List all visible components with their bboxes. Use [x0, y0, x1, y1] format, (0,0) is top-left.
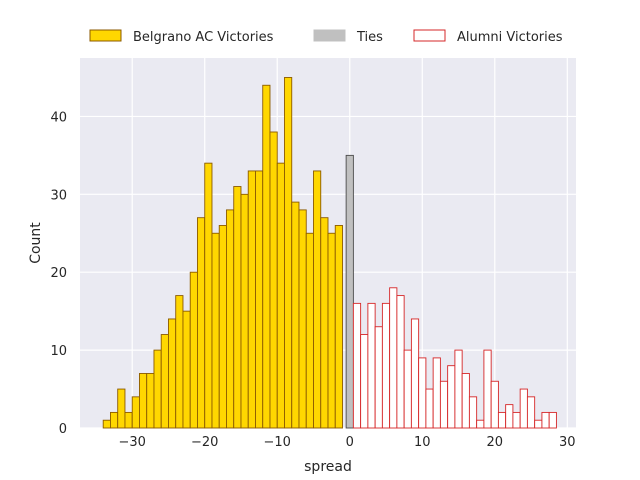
histogram-bar-series-0 — [160, 334, 169, 429]
histogram-bar-series-0 — [262, 84, 271, 429]
y-tick-label: 20 — [50, 266, 67, 281]
histogram-bar-series-2 — [439, 380, 449, 429]
histogram-bar-series-0 — [146, 373, 155, 429]
histogram-bar-series-0 — [182, 310, 191, 429]
histogram-bar-series-0 — [117, 388, 126, 429]
histogram-bar-series-0 — [124, 411, 133, 429]
legend-swatch — [413, 29, 446, 42]
histogram-bar-series-2 — [519, 388, 528, 429]
histogram-bar-series-0 — [131, 396, 140, 429]
histogram-bar-series-0 — [233, 186, 242, 429]
y-tick-label: 0 — [59, 422, 67, 437]
histogram-bar-series-2 — [461, 373, 470, 429]
legend-label: Belgrano AC Victories — [133, 30, 274, 45]
histogram-bar-series-0 — [110, 411, 119, 429]
histogram-bar-series-2 — [483, 349, 492, 429]
histogram-bar-series-0 — [334, 225, 343, 429]
histogram-bar-series-2 — [403, 349, 412, 429]
x-tick-labels: −30 −20 −10 0 10 20 30 — [118, 435, 575, 450]
y-tick-labels: 0 10 20 30 40 — [50, 110, 67, 437]
histogram-bar-series-0 — [313, 170, 322, 429]
histogram-bar-series-2 — [534, 419, 543, 429]
histogram-bar-series-0 — [284, 77, 293, 429]
legend-swatch — [89, 29, 122, 42]
histogram-bar-series-2 — [425, 388, 434, 429]
histogram-bar-series-2 — [352, 302, 362, 429]
histogram-bar-series-0 — [298, 209, 307, 429]
histogram-bar-series-0 — [327, 232, 336, 429]
histogram-bar-series-0 — [305, 232, 314, 429]
histogram-bar-series-2 — [497, 411, 507, 429]
histogram-bar-series-2 — [526, 396, 536, 429]
histogram-bar-series-2 — [418, 357, 427, 429]
legend-label: Ties — [356, 30, 383, 45]
x-tick-label: 10 — [414, 435, 431, 450]
x-axis-label: spread — [304, 459, 352, 475]
histogram-bar-series-0 — [153, 349, 162, 429]
y-tick-label: 40 — [50, 110, 67, 125]
x-tick-label: −20 — [191, 435, 218, 450]
histogram-bar-series-2 — [468, 396, 478, 429]
histogram-bar-series-2 — [447, 365, 456, 429]
histogram-bar-series-0 — [226, 209, 235, 429]
histogram-bar-series-2 — [512, 411, 521, 429]
histogram-bar-series-0 — [240, 193, 249, 429]
histogram-bar-series-2 — [389, 287, 398, 429]
histogram-bar-series-1 — [345, 154, 354, 429]
y-tick-label: 30 — [50, 188, 67, 203]
histogram-bar-series-2 — [360, 334, 369, 429]
histogram-bar-series-0 — [211, 232, 220, 429]
histogram-bar-series-0 — [247, 170, 256, 429]
histogram-bar-series-2 — [410, 318, 420, 429]
x-tick-label: 30 — [559, 435, 576, 450]
histogram-bar-series-0 — [168, 318, 177, 429]
histogram-bar-series-2 — [505, 404, 514, 429]
histogram-bar-series-0 — [269, 131, 278, 429]
histogram-bar-series-0 — [276, 162, 285, 429]
histogram-bar-series-2 — [396, 295, 405, 429]
histogram-bar-series-0 — [197, 217, 206, 429]
legend-swatch — [313, 29, 346, 42]
x-tick-label: 20 — [487, 435, 504, 450]
histogram-bar-series-0 — [291, 201, 300, 429]
histogram-bar-series-2 — [541, 411, 550, 429]
histogram-bar-series-2 — [374, 326, 383, 429]
x-tick-label: −10 — [264, 435, 291, 450]
histogram-bar-series-0 — [218, 225, 227, 429]
histogram-bar-series-0 — [175, 295, 184, 429]
legend-label: Alumni Victories — [457, 30, 563, 45]
y-tick-label: 10 — [50, 344, 67, 359]
histogram-bar-series-2 — [432, 357, 441, 429]
histogram-bar-series-2 — [381, 302, 391, 429]
histogram-bar-series-0 — [139, 373, 148, 429]
histogram-bar-series-2 — [490, 380, 499, 429]
histogram-bar-series-2 — [367, 302, 376, 429]
y-axis-label: Count — [28, 222, 44, 264]
histogram-bar-series-0 — [204, 162, 213, 429]
histogram-bar-series-2 — [476, 419, 485, 429]
histogram-bars — [102, 77, 557, 429]
histogram-bar-series-0 — [102, 419, 111, 429]
histogram-bar-series-2 — [548, 411, 557, 429]
histogram-bar-series-0 — [189, 271, 198, 429]
legend: Belgrano AC Victories Ties Alumni Victorie… — [89, 29, 563, 45]
histogram-bar-series-0 — [255, 170, 264, 429]
x-tick-label: 0 — [346, 435, 354, 450]
histogram-bar-series-2 — [454, 349, 463, 429]
x-tick-label: −30 — [118, 435, 145, 450]
histogram-bar-series-0 — [320, 217, 329, 429]
